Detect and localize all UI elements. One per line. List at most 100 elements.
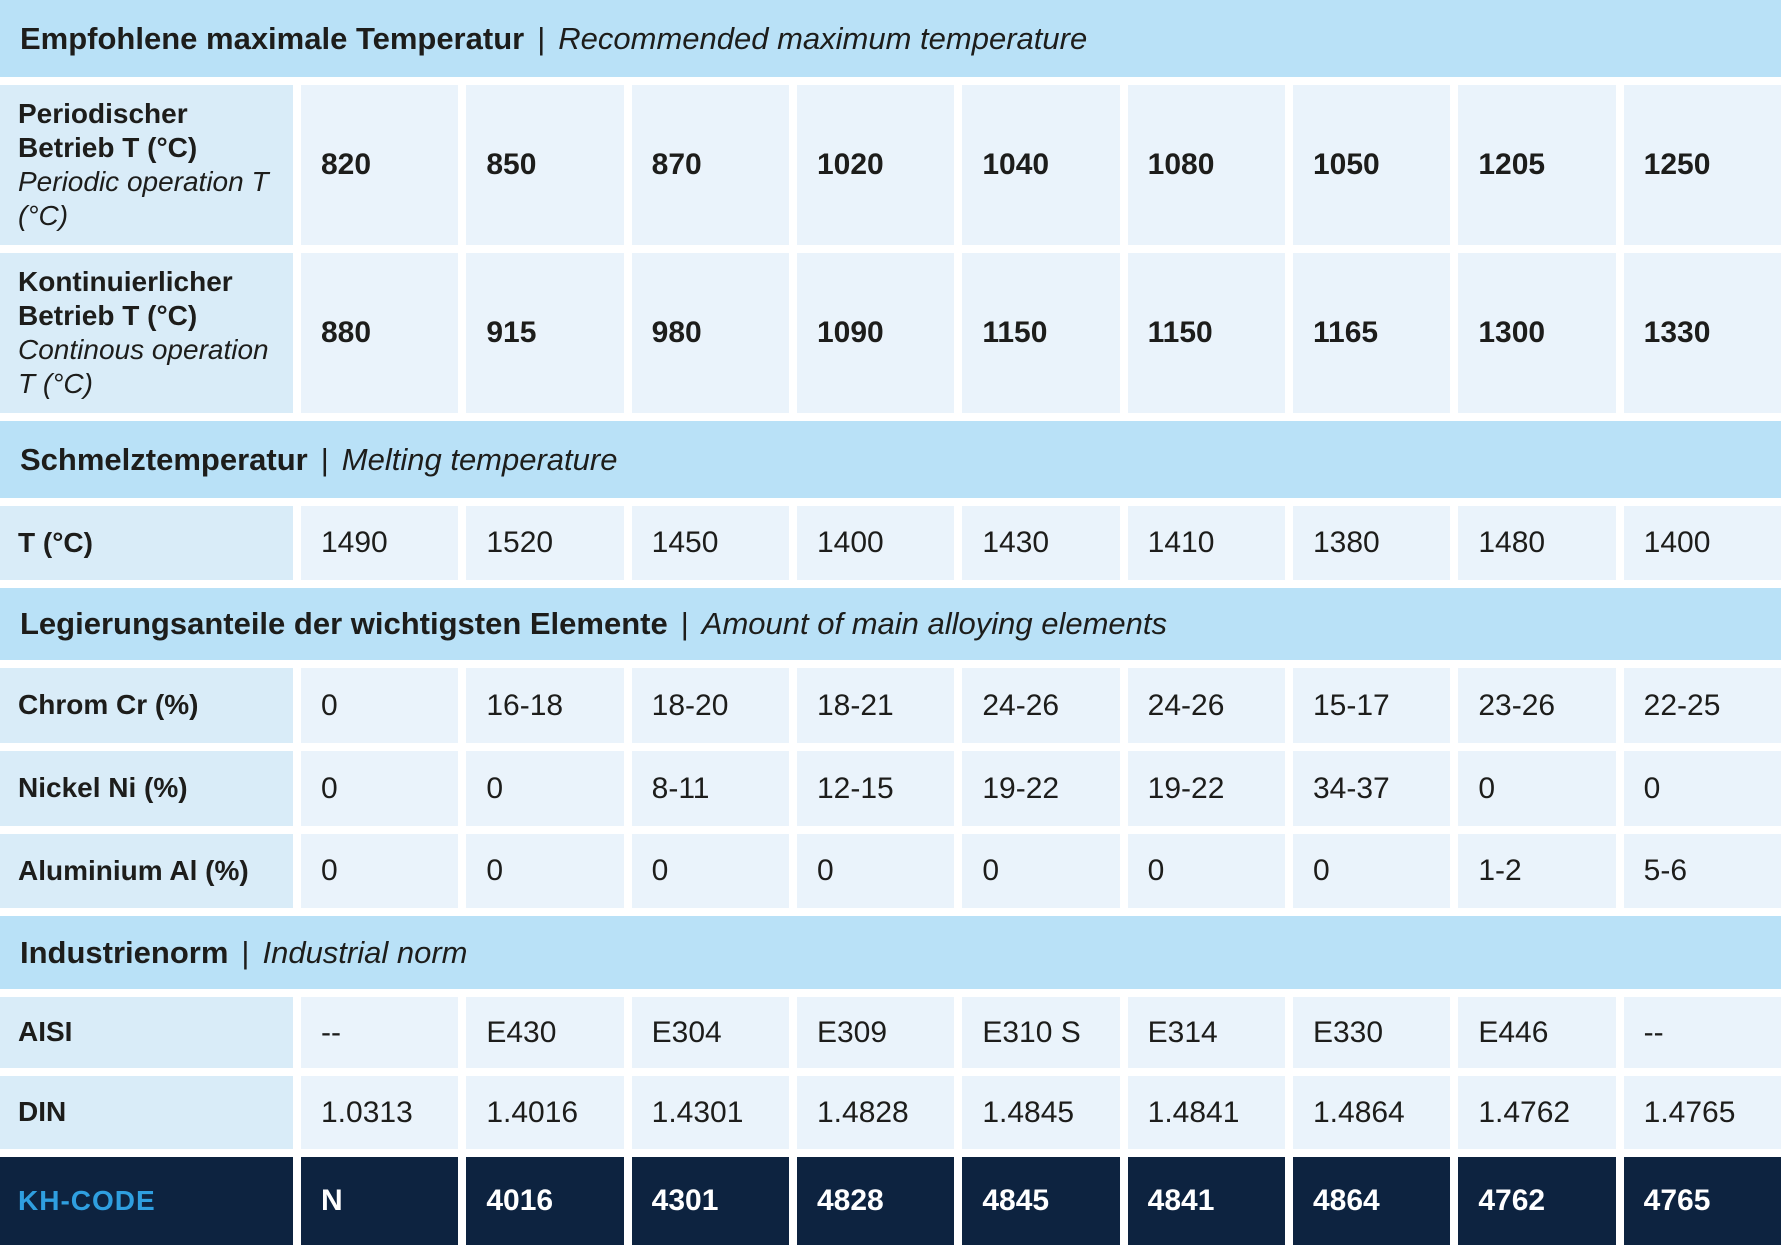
title-separator: |: [680, 606, 689, 641]
value-cell: E309: [796, 997, 955, 1068]
row-label: Periodischer Betrieb T (°C) Periodic oper…: [0, 85, 293, 245]
section-title-en: Amount of main alloying elements: [701, 606, 1168, 641]
value-cell: 0: [1292, 834, 1451, 908]
row-label-de: T (°C): [18, 526, 93, 558]
value-cell: 1490: [301, 506, 459, 580]
value-cell: 12-15: [796, 751, 955, 826]
kh-code-value: 4016: [466, 1157, 624, 1245]
value-cell: 1250: [1623, 85, 1781, 245]
value-cell: 0: [1623, 751, 1781, 826]
section-title-de: Legierungsanteile der wichtigsten Elemen…: [20, 606, 668, 641]
value-cell: 0: [1127, 834, 1285, 908]
row-label-de: Kontinuierlicher Betrieb T (°C): [18, 265, 233, 331]
value-cell: 1400: [796, 506, 955, 580]
row-label: Chrom Cr (%): [0, 668, 293, 743]
value-cell: 1.4765: [1623, 1076, 1781, 1149]
value-cell: 34-37: [1292, 751, 1451, 826]
row-label: AISI: [0, 997, 293, 1068]
value-cell: 1.4301: [631, 1076, 789, 1149]
kh-code-value: 4765: [1623, 1157, 1781, 1245]
section-title-en: Recommended maximum temperature: [558, 20, 1088, 56]
value-cell: 0: [796, 834, 955, 908]
value-cell: 18-21: [796, 668, 955, 743]
value-cell: 1020: [796, 85, 955, 245]
value-cell: 980: [631, 253, 789, 413]
value-cell: 870: [631, 85, 789, 245]
row-label-de: Nickel Ni (%): [18, 772, 188, 804]
row-label: DIN: [0, 1076, 293, 1149]
section-header: Legierungsanteile der wichtigsten Elemen…: [0, 588, 1781, 660]
value-cell: 1.4845: [962, 1076, 1120, 1149]
value-cell: E430: [466, 997, 624, 1068]
value-cell: 1150: [1127, 253, 1285, 413]
section-title-en: Melting temperature: [341, 441, 618, 477]
value-cell: 1205: [1458, 85, 1616, 245]
row-label: Aluminium Al (%): [0, 834, 293, 908]
value-cell: 1.4828: [796, 1076, 955, 1149]
value-cell: 1.4762: [1458, 1076, 1616, 1149]
value-cell: E310 S: [962, 997, 1120, 1068]
value-cell: 0: [466, 834, 624, 908]
value-cell: 1.4841: [1127, 1076, 1285, 1149]
row-label-de: Aluminium Al (%): [18, 854, 249, 886]
value-cell: 1400: [1623, 506, 1781, 580]
value-cell: 1520: [466, 506, 624, 580]
row-label: Kontinuierlicher Betrieb T (°C) Continous…: [0, 253, 293, 413]
value-cell: 0: [301, 751, 459, 826]
value-cell: 15-17: [1292, 668, 1451, 743]
value-cell: 16-18: [466, 668, 624, 743]
section-title-de: Schmelztemperatur: [20, 441, 308, 477]
value-cell: 1.4864: [1292, 1076, 1451, 1149]
value-cell: 0: [631, 834, 789, 908]
value-cell: 1430: [962, 506, 1120, 580]
value-cell: 5-6: [1623, 834, 1781, 908]
value-cell: 0: [301, 668, 459, 743]
value-cell: 850: [466, 85, 624, 245]
value-cell: 1080: [1127, 85, 1285, 245]
value-cell: 1165: [1292, 253, 1451, 413]
value-cell: 19-22: [1127, 751, 1285, 826]
value-cell: 0: [962, 834, 1120, 908]
section-title-en: Industrial norm: [262, 934, 468, 970]
row-label-de: DIN: [18, 1096, 67, 1128]
value-cell: 22-25: [1623, 668, 1781, 743]
row-label: T (°C): [0, 506, 293, 580]
value-cell: E446: [1458, 997, 1616, 1068]
kh-code-value: 4845: [962, 1157, 1120, 1245]
row-label-en: Continous operation T (°C): [18, 334, 269, 400]
value-cell: 1380: [1292, 506, 1451, 580]
row-label-de: AISI: [18, 1016, 73, 1048]
value-cell: 19-22: [962, 751, 1120, 826]
kh-code-value: 4828: [796, 1157, 955, 1245]
row-label-de: Periodischer Betrieb T (°C): [18, 97, 198, 163]
kh-code-value: 4841: [1127, 1157, 1285, 1245]
row-label-en: Periodic operation T (°C): [18, 166, 269, 232]
value-cell: 1.4016: [466, 1076, 624, 1149]
value-cell: 1150: [962, 253, 1120, 413]
value-cell: 1.0313: [301, 1076, 459, 1149]
section-header: Schmelztemperatur | Melting temperature: [0, 421, 1781, 498]
value-cell: 1040: [962, 85, 1120, 245]
value-cell: 0: [301, 834, 459, 908]
kh-code-value: N: [301, 1157, 459, 1245]
value-cell: 915: [466, 253, 624, 413]
value-cell: 1-2: [1458, 834, 1616, 908]
value-cell: 1450: [631, 506, 789, 580]
value-cell: 18-20: [631, 668, 789, 743]
value-cell: E330: [1292, 997, 1451, 1068]
value-cell: 1090: [796, 253, 955, 413]
title-separator: |: [537, 20, 546, 56]
value-cell: 1050: [1292, 85, 1451, 245]
kh-code-label: KH-CODE: [0, 1157, 293, 1245]
section-title-de: Industrienorm: [20, 934, 229, 970]
value-cell: 0: [466, 751, 624, 826]
title-separator: |: [241, 934, 250, 970]
kh-code-value: 4301: [631, 1157, 789, 1245]
title-separator: |: [320, 441, 329, 477]
section-title-de: Empfohlene maximale Temperatur: [20, 20, 525, 56]
value-cell: 0: [1458, 751, 1616, 826]
row-label-de: Chrom Cr (%): [18, 689, 199, 721]
value-cell: 880: [301, 253, 459, 413]
value-cell: 1330: [1623, 253, 1781, 413]
